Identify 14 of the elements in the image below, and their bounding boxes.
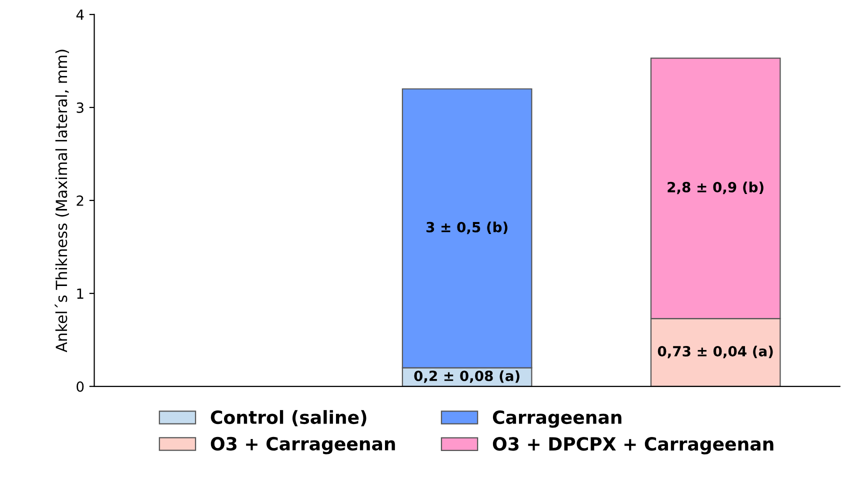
y-tick-label: 0: [76, 381, 84, 392]
legend-label: Control (saline): [210, 410, 366, 426]
data-label: 2,8 ± 0,9 (b): [668, 182, 764, 194]
data-label: 0,73 ± 0,04 (a): [658, 346, 773, 358]
legend-label: O3 + Carrageenan: [210, 436, 395, 454]
legend-label: O3 + DPCPX + Carrageenan: [492, 437, 774, 454]
y-tick-label: 2: [76, 195, 84, 206]
y-axis-title: Ankel´s Thikness (Maximal lateral, mm): [54, 50, 69, 352]
data-label: 3 ± 0,5 (b): [426, 222, 508, 234]
legend-label: Carrageenan: [492, 410, 622, 428]
data-label: 0,2 ± 0,08 (a): [414, 370, 520, 383]
y-tick-label: 4: [76, 10, 84, 20]
y-tick-label: 3: [76, 102, 84, 113]
y-tick-label: 1: [77, 288, 84, 299]
